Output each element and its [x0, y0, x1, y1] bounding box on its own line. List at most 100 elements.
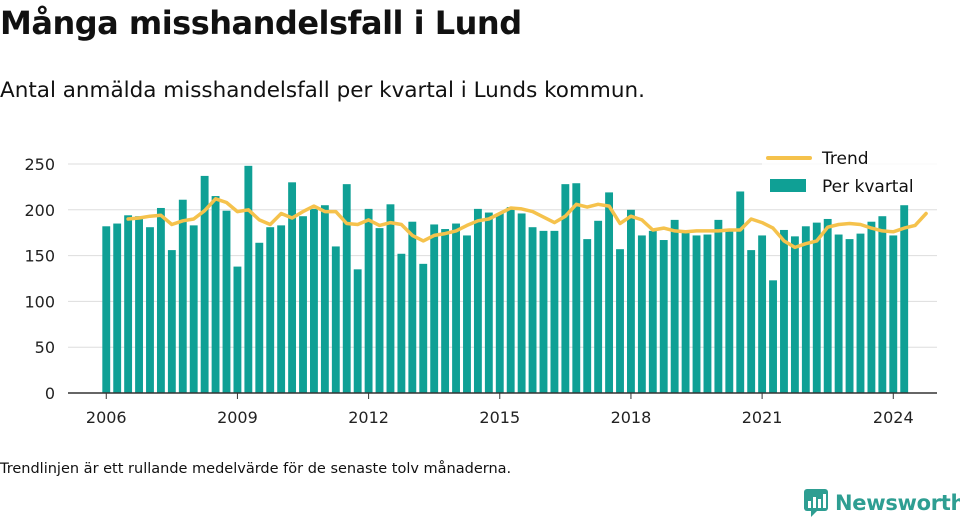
- bar-series: [102, 165, 909, 393]
- bar-chart-logo-icon: [804, 489, 828, 517]
- x-tick-label: 2015: [479, 408, 520, 427]
- bar: [146, 227, 154, 393]
- chart-subtitle: Antal anmälda misshandelsfall per kvarta…: [0, 78, 645, 103]
- bar: [594, 220, 603, 393]
- x-tick-label: 2012: [348, 408, 389, 427]
- legend-trend-label: Trend: [821, 149, 869, 169]
- bar: [845, 239, 854, 393]
- bar: [473, 208, 482, 393]
- bar: [113, 223, 122, 393]
- bar: [288, 182, 297, 393]
- y-tick-label: 50: [35, 338, 55, 357]
- bar: [244, 165, 253, 393]
- bar: [408, 221, 417, 393]
- bar: [430, 224, 439, 393]
- bar: [670, 219, 679, 393]
- x-tick-label: 2018: [611, 408, 652, 427]
- bar: [189, 225, 198, 393]
- bar: [167, 250, 176, 393]
- bar: [681, 232, 690, 393]
- bar: [539, 230, 548, 393]
- y-tick-label: 0: [45, 384, 55, 403]
- bar: [878, 216, 887, 393]
- bar: [780, 229, 788, 393]
- bar: [353, 269, 362, 393]
- bar: [452, 223, 460, 393]
- bar: [714, 219, 723, 393]
- bar: [758, 235, 767, 393]
- bar: [605, 192, 614, 393]
- bar: [495, 213, 504, 393]
- chart-title: Många misshandelsfall i Lund: [0, 4, 522, 42]
- bar: [801, 226, 810, 393]
- bar: [441, 229, 450, 393]
- bar: [342, 184, 351, 393]
- bar: [397, 253, 406, 393]
- x-tick-label: 2024: [873, 408, 914, 427]
- bar: [386, 204, 395, 393]
- legend-background: [762, 145, 938, 205]
- bar: [124, 215, 133, 393]
- bar: [364, 208, 373, 393]
- bar: [419, 263, 428, 393]
- x-tick-label: 2009: [217, 408, 258, 427]
- bar: [856, 233, 865, 393]
- bar: [583, 239, 592, 393]
- bar: [102, 226, 111, 393]
- x-tick-label: 2021: [742, 408, 783, 427]
- x-tick-label: 2006: [86, 408, 127, 427]
- y-axis-ticks: 0 50 100 150 200 250: [24, 155, 55, 403]
- bar: [823, 218, 832, 393]
- bar: [867, 221, 876, 393]
- footnote: Trendlinjen är ett rullande medelvärde f…: [0, 461, 512, 477]
- chart: 0 50 100 150 200 250 2006 2009 2012 2015 2018 2021…: [24, 145, 938, 427]
- legend-bar-label: Per kvartal: [822, 177, 914, 197]
- bar: [178, 199, 187, 393]
- bar: [255, 242, 264, 393]
- y-tick-label: 200: [24, 201, 55, 220]
- bar: [156, 207, 165, 393]
- bar: [616, 249, 624, 393]
- bar: [790, 236, 799, 393]
- bar: [135, 216, 143, 393]
- bar: [725, 230, 734, 393]
- bar: [320, 205, 329, 393]
- y-tick-label: 100: [24, 292, 55, 311]
- bar: [211, 196, 220, 393]
- x-axis: 2006 2009 2012 2015 2018 2021 2024: [68, 392, 937, 427]
- bar: [747, 250, 756, 393]
- bar: [627, 209, 635, 393]
- bar: [200, 175, 209, 393]
- bar: [506, 207, 515, 393]
- brand-name: Newsworthy: [835, 491, 960, 515]
- bar: [233, 266, 242, 393]
- legend: Trend Per kvartal: [762, 145, 938, 205]
- bar: [648, 230, 657, 393]
- bar: [572, 183, 581, 393]
- bar: [266, 227, 275, 393]
- bar: [659, 240, 668, 393]
- bar: [277, 225, 286, 393]
- y-tick-label: 250: [24, 155, 55, 174]
- bar: [834, 234, 843, 393]
- trend-series: [126, 197, 928, 250]
- bar: [331, 246, 340, 393]
- bar: [769, 280, 777, 393]
- newsworthy-logo[interactable]: Newsworthy: [803, 488, 960, 518]
- bar: [900, 205, 909, 393]
- bar: [517, 213, 526, 393]
- legend-bar-swatch: [770, 179, 806, 192]
- bar: [484, 212, 493, 393]
- bar: [561, 184, 570, 393]
- bar: [550, 230, 559, 393]
- bar: [528, 227, 537, 393]
- bar: [463, 235, 471, 393]
- bar: [889, 235, 898, 393]
- bar: [222, 210, 231, 393]
- y-tick-label: 150: [24, 247, 55, 266]
- bar: [703, 234, 712, 393]
- bar: [812, 222, 821, 393]
- bar: [375, 228, 384, 393]
- bar: [310, 208, 318, 393]
- bar: [637, 235, 646, 393]
